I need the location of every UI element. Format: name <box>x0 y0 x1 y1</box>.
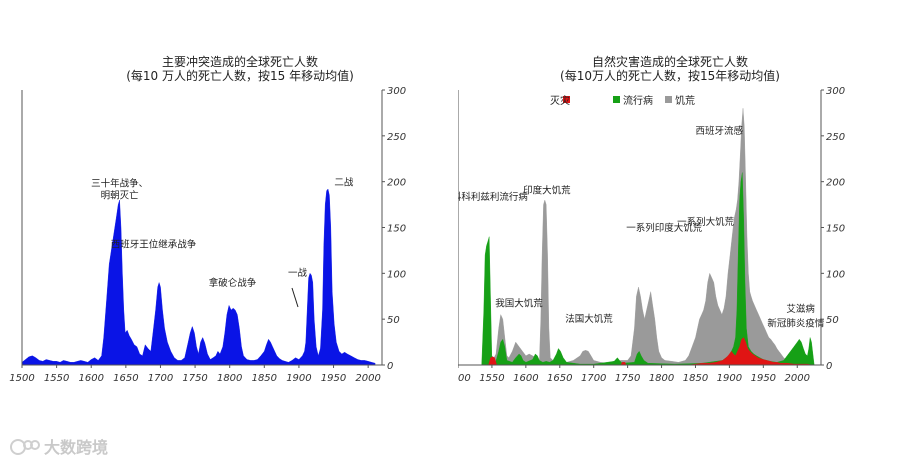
x-tick-label: 1900 <box>717 373 742 384</box>
annotation-label: 三十年战争、 <box>91 177 148 189</box>
x-tick-label: 1500 <box>9 373 34 384</box>
x-tick-label: 1650 <box>547 373 572 384</box>
y-tick-label: 50 <box>826 315 839 326</box>
chart-subtitle: (每10万人的死亡人数，按15年移动均值) <box>560 68 780 83</box>
y-tick-label: 100 <box>387 269 406 280</box>
x-tick-label: 1550 <box>479 373 504 384</box>
annotation-label: 拿破仑战争 <box>209 277 257 289</box>
annotation-label: 西班牙王位继承战争 <box>111 239 197 251</box>
legend-swatch-famine <box>665 96 672 103</box>
x-tick-label: 1850 <box>252 373 277 384</box>
annotation-label: 西班牙流感 <box>695 125 743 137</box>
legend-swatch-epidemic <box>613 96 620 103</box>
x-tick-label: 1600 <box>79 373 104 384</box>
y-tick-label: 150 <box>826 224 845 235</box>
watermark-logo: 大数跨境 <box>10 438 108 457</box>
chart-title: 自然灾害造成的全球死亡人数 <box>592 54 748 69</box>
x-tick-label: 2000 <box>785 373 810 384</box>
legend-swatch-disaster <box>563 96 570 103</box>
annotation-label: 新冠肺炎疫情 <box>767 318 825 330</box>
x-tick-label: 1950 <box>751 373 776 384</box>
y-tick-label: 300 <box>826 86 845 97</box>
annotation-label: 一战 <box>288 268 308 279</box>
x-tick-label: 1800 <box>217 373 242 384</box>
y-tick-label: 200 <box>826 178 845 189</box>
annotation-label: 二战 <box>334 177 354 188</box>
left-chart-conflict-deaths: 主要冲突造成的全球死亡人数(每10 万人的死亡人数，按15 年移动均值)1500… <box>9 54 406 384</box>
x-tick-label: 1950 <box>321 373 346 384</box>
y-tick-label: 100 <box>826 269 845 280</box>
x-tick-label: 1700 <box>148 373 173 384</box>
y-tick-label: 250 <box>826 132 845 143</box>
x-tick-label: 1900 <box>286 373 311 384</box>
annotation-label: 印度大饥荒 <box>523 185 571 197</box>
legend-label-disaster: 灭灾 <box>550 94 570 107</box>
x-tick-label: 1850 <box>683 373 708 384</box>
annotation-label: 法国大饥荒 <box>565 313 613 325</box>
x-tick-label: 1750 <box>615 373 640 384</box>
annotation-label: 我国大饥荒 <box>495 297 543 309</box>
annotation-label: 艾滋病 <box>786 303 815 315</box>
x-tick-label: 1700 <box>581 373 606 384</box>
annotation-pointer-line <box>291 287 299 308</box>
y-tick-label: 50 <box>387 315 400 326</box>
annotation-label: 一系列印度大饥荒 <box>626 222 703 234</box>
series-area-famine <box>484 108 811 366</box>
y-tick-label: 250 <box>387 132 406 143</box>
annotation-label: 科科利兹利流行病 <box>458 191 528 203</box>
x-tick-label: 1800 <box>649 373 674 384</box>
x-tick-label: 1600 <box>513 373 538 384</box>
series-area-epidemic <box>481 172 815 366</box>
y-tick-label: 200 <box>387 178 406 189</box>
y-tick-label: 150 <box>387 224 406 235</box>
x-tick-label: 1650 <box>113 373 138 384</box>
y-tick-label: 0 <box>387 361 393 372</box>
watermark-text: 大数跨境 <box>44 438 108 457</box>
watermark-icon <box>10 439 26 455</box>
series-area-deaths <box>21 188 376 366</box>
legend-label-famine: 饥荒 <box>675 94 695 107</box>
y-tick-label: 300 <box>387 86 406 97</box>
series-area-disaster <box>488 337 813 366</box>
x-tick-label: 1550 <box>44 373 69 384</box>
right-chart-disaster-deaths: 自然灾害造成的全球死亡人数(每10万人的死亡人数，按15年移动均值)150015… <box>458 54 845 384</box>
annotation-label: 明朝灭亡 <box>101 189 139 201</box>
legend-label-epidemic: 流行病 <box>623 94 653 107</box>
x-tick-label: 1750 <box>182 373 207 384</box>
y-tick-label: 0 <box>826 361 832 372</box>
x-tick-label: 1500 <box>458 373 471 384</box>
chart-title: 主要冲突造成的全球死亡人数 <box>162 54 318 69</box>
x-tick-label: 2000 <box>355 373 380 384</box>
annotation-label: 一系列大饥荒 <box>677 216 735 228</box>
chart-subtitle: (每10 万人的死亡人数，按15 年移动均值) <box>126 68 354 83</box>
